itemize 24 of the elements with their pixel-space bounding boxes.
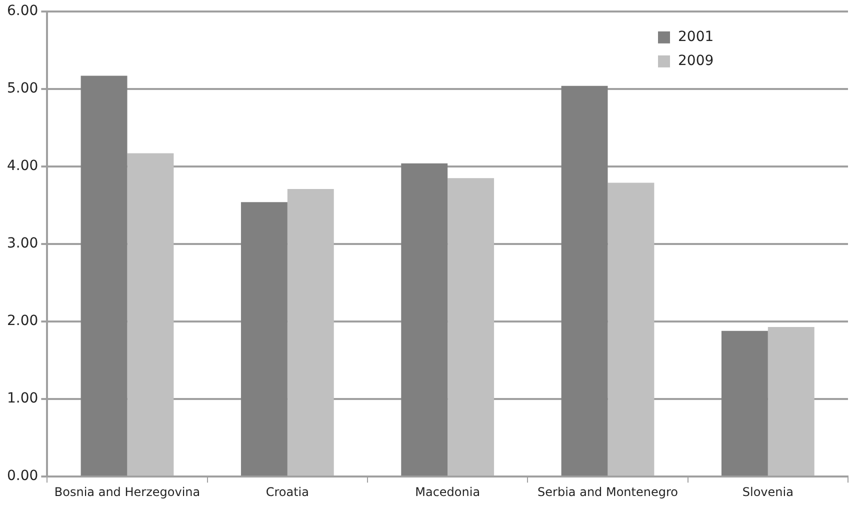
bar [768,326,814,476]
bar [608,182,654,476]
y-tick-label: 6.00 [7,3,38,20]
bar [287,188,334,476]
bar [80,76,128,476]
legend-label: 2001 [678,29,714,46]
bar [401,163,448,476]
y-tick-label: 3.00 [7,236,38,252]
x-tick-label: Macedonia [415,484,480,499]
bar [448,178,494,476]
legend-label: 2009 [678,53,714,70]
x-tick-label: Bosnia and Herzegovina [54,484,200,499]
y-tick-label: 4.00 [7,158,38,174]
x-tick-label: Serbia and Montenegro [538,484,678,499]
bar [561,86,608,476]
bar [127,153,174,476]
x-tick-label: Slovenia [742,484,794,499]
x-tick-label: Croatia [266,484,309,499]
y-tick-label: 2.00 [7,313,38,330]
bar [721,330,768,476]
y-tick-label: 1.00 [7,390,38,407]
y-tick-label: 0.00 [7,468,38,484]
bar [240,202,288,476]
y-tick-label: 5.00 [7,80,38,97]
